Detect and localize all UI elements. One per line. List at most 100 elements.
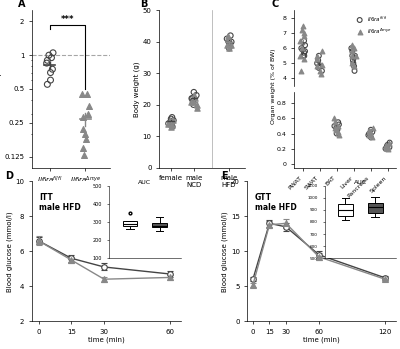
Point — [49, 66, 56, 72]
Point — [383, 143, 389, 148]
Point — [334, 129, 341, 135]
Point — [351, 64, 357, 69]
Point — [383, 142, 389, 148]
Point — [44, 60, 50, 66]
Point — [348, 53, 355, 59]
Point — [332, 127, 339, 133]
Point — [80, 126, 86, 132]
Y-axis label: Relative Il6ra expression: Relative Il6ra expression — [0, 46, 2, 132]
Point — [165, 121, 172, 126]
Point — [224, 36, 230, 42]
Point — [369, 129, 376, 135]
Point — [228, 39, 234, 45]
Point — [84, 111, 91, 117]
Y-axis label: Body weight (g): Body weight (g) — [133, 61, 140, 117]
Point — [348, 43, 355, 48]
Text: ***: *** — [61, 15, 74, 24]
Point — [301, 38, 307, 44]
Point — [314, 56, 320, 61]
Point — [227, 33, 234, 38]
Text: B: B — [140, 0, 148, 9]
Point — [80, 114, 86, 120]
Point — [189, 99, 196, 104]
Point — [82, 131, 88, 136]
Point — [193, 92, 200, 98]
Point — [385, 146, 391, 151]
Point — [331, 116, 337, 121]
Point — [47, 77, 54, 83]
Point — [302, 43, 308, 48]
Point — [190, 99, 196, 104]
Point — [299, 47, 306, 53]
Point — [226, 39, 232, 45]
Point — [228, 42, 234, 48]
Point — [331, 123, 338, 129]
Point — [165, 121, 172, 126]
Text: E: E — [221, 171, 227, 181]
Point — [44, 82, 50, 87]
Point — [168, 116, 174, 122]
Point — [367, 131, 374, 136]
Point — [365, 132, 372, 138]
Point — [385, 144, 391, 150]
Point — [368, 127, 374, 133]
Y-axis label: Blood glucose (mmol/l): Blood glucose (mmol/l) — [222, 211, 228, 292]
Point — [367, 129, 373, 135]
Point — [316, 64, 322, 69]
Point — [318, 71, 324, 77]
Point — [384, 143, 390, 149]
Point — [316, 65, 322, 70]
Point — [188, 96, 195, 101]
Point — [300, 30, 307, 36]
Point — [194, 102, 200, 107]
Point — [333, 125, 340, 130]
Point — [350, 60, 356, 66]
Point — [170, 118, 177, 123]
Point — [298, 45, 304, 51]
Point — [314, 64, 321, 69]
Point — [336, 122, 342, 127]
Point — [48, 55, 55, 60]
Point — [301, 50, 307, 55]
Point — [298, 68, 305, 74]
Y-axis label: Organ weight (% of BW): Organ weight (% of BW) — [271, 48, 276, 124]
Point — [46, 52, 52, 58]
Point — [349, 53, 356, 59]
Point — [318, 62, 325, 68]
Point — [334, 127, 340, 133]
Point — [351, 64, 358, 69]
Point — [192, 96, 198, 101]
Point — [334, 131, 340, 136]
Point — [81, 152, 87, 157]
Text: C: C — [272, 0, 279, 9]
Point — [318, 49, 325, 54]
Point — [386, 140, 393, 146]
Point — [169, 118, 176, 123]
Point — [335, 119, 341, 125]
Point — [227, 42, 233, 48]
Point — [348, 45, 354, 51]
Point — [82, 136, 89, 142]
Point — [188, 99, 195, 104]
Point — [368, 134, 375, 140]
Point — [352, 53, 359, 59]
X-axis label: time (min): time (min) — [88, 336, 125, 343]
Point — [317, 68, 324, 74]
Point — [301, 53, 308, 59]
Point — [382, 145, 389, 151]
Text: ITT
male HFD: ITT male HFD — [40, 193, 81, 212]
Point — [298, 45, 305, 51]
Point — [190, 102, 197, 107]
Legend: $\it{Il6ra}$$^{fl/fl}$, $\it{Il6ra}$$^{\Delta mye}$: $\it{Il6ra}$$^{fl/fl}$, $\it{Il6ra}$$^{\… — [353, 13, 393, 37]
Point — [191, 89, 197, 95]
Point — [332, 119, 338, 125]
Point — [79, 91, 85, 97]
Point — [334, 123, 341, 129]
Point — [370, 125, 376, 130]
Point — [226, 45, 232, 51]
Point — [168, 121, 174, 126]
Point — [300, 23, 306, 28]
Point — [44, 58, 50, 63]
Point — [300, 53, 306, 59]
Point — [352, 53, 358, 59]
